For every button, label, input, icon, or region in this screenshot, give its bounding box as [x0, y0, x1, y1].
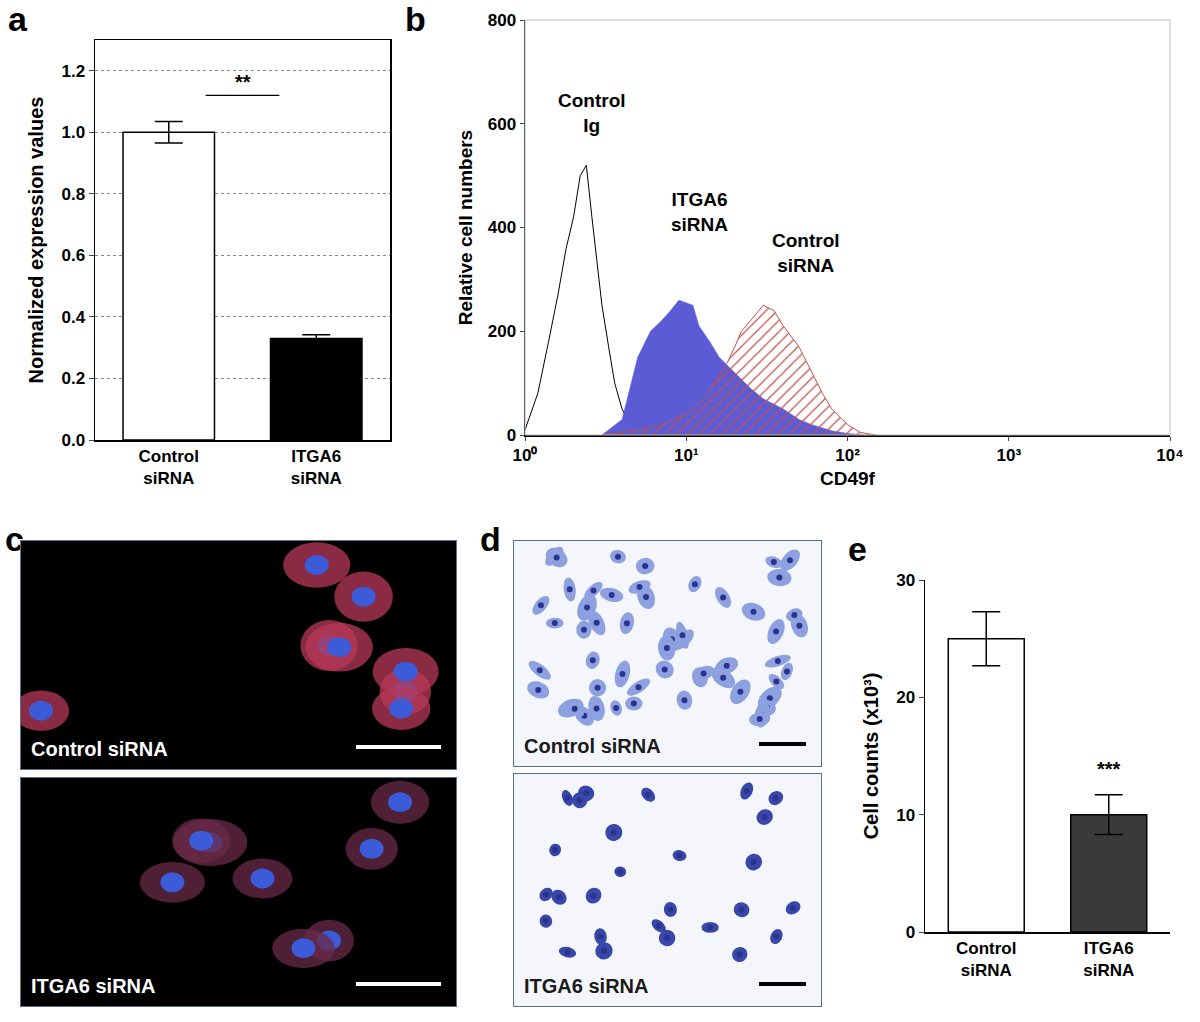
svg-text:ITGA6siRNA: ITGA6siRNA: [671, 189, 728, 235]
svg-text:0.6: 0.6: [61, 246, 85, 265]
svg-text:0.2: 0.2: [61, 369, 85, 388]
svg-text:Cell counts (x10³): Cell counts (x10³): [860, 673, 882, 840]
svg-text:800: 800: [488, 11, 516, 30]
svg-text:30: 30: [896, 571, 915, 590]
svg-text:Normalized expression values: Normalized expression values: [25, 97, 47, 384]
html-text:ITGA6 siRNA: ITGA6 siRNA: [524, 975, 649, 997]
svg-text:0.0: 0.0: [61, 431, 85, 450]
svg-text:1.0: 1.0: [61, 123, 85, 142]
svg-text:1.2: 1.2: [61, 62, 85, 81]
svg-text:10⁰: 10⁰: [513, 446, 538, 465]
svg-text:ControlsiRNA: ControlsiRNA: [772, 230, 840, 276]
svg-text:ITGA6siRNA: ITGA6siRNA: [1083, 939, 1134, 980]
svg-text:400: 400: [488, 218, 516, 237]
html-text:b: b: [405, 0, 426, 38]
html-text:Control siRNA: Control siRNA: [31, 738, 168, 760]
svg-text:ControlsiRNA: ControlsiRNA: [139, 447, 199, 488]
html-text:e: e: [848, 530, 867, 568]
html-text:c: c: [5, 520, 24, 558]
svg-text:ControlIg: ControlIg: [558, 90, 626, 136]
svg-text:10²: 10²: [835, 446, 860, 465]
svg-text:**: **: [235, 71, 251, 93]
svg-text:0.4: 0.4: [61, 308, 85, 327]
svg-text:ITGA6siRNA: ITGA6siRNA: [291, 447, 342, 488]
svg-text:CD49f: CD49f: [820, 468, 876, 489]
svg-text:***: ***: [1097, 758, 1121, 780]
html-text:ITGA6 siRNA: ITGA6 siRNA: [31, 975, 156, 997]
svg-text:600: 600: [488, 115, 516, 134]
svg-text:ControlsiRNA: ControlsiRNA: [956, 939, 1016, 980]
svg-text:200: 200: [488, 322, 516, 341]
svg-text:10³: 10³: [996, 446, 1021, 465]
html-text:a: a: [8, 0, 27, 38]
svg-text:10¹: 10¹: [674, 446, 699, 465]
svg-text:0: 0: [906, 923, 915, 942]
html-text:Control siRNA: Control siRNA: [524, 735, 661, 757]
html-text:d: d: [480, 520, 501, 558]
svg-text:0.8: 0.8: [61, 185, 85, 204]
svg-text:0: 0: [507, 426, 516, 445]
svg-text:20: 20: [896, 688, 915, 707]
svg-text:Relative cell numbers: Relative cell numbers: [455, 130, 476, 325]
svg-text:10: 10: [896, 806, 915, 825]
svg-text:10⁴: 10⁴: [1156, 446, 1183, 465]
